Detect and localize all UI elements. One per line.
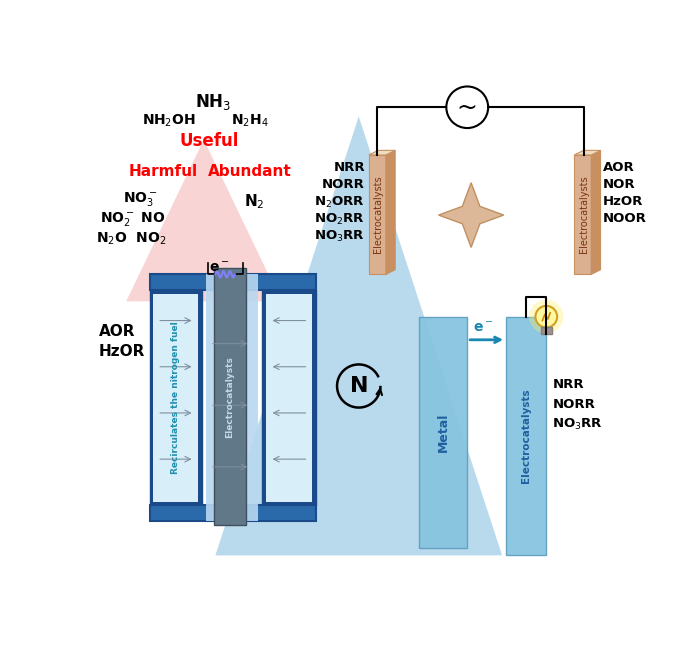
Text: NORR: NORR <box>552 398 596 411</box>
Circle shape <box>536 306 557 328</box>
Text: Harmful: Harmful <box>129 164 198 179</box>
Polygon shape <box>266 294 312 502</box>
Polygon shape <box>206 274 258 521</box>
Text: NO$_3$RR: NO$_3$RR <box>314 229 365 244</box>
Polygon shape <box>439 183 504 248</box>
Text: NOR: NOR <box>603 178 636 191</box>
Text: N$_2$ORR: N$_2$ORR <box>314 195 365 210</box>
Polygon shape <box>369 150 396 155</box>
Text: Abundant: Abundant <box>209 164 292 179</box>
Polygon shape <box>592 150 601 274</box>
Polygon shape <box>153 294 198 502</box>
Circle shape <box>529 300 564 333</box>
Text: NRR: NRR <box>333 161 365 174</box>
Polygon shape <box>541 328 552 333</box>
Text: N$_2$O  NO$_2$: N$_2$O NO$_2$ <box>97 231 167 247</box>
Text: Electrocatalysts: Electrocatalysts <box>522 389 531 484</box>
Text: Recirculates the nitrogen fuel: Recirculates the nitrogen fuel <box>172 321 181 474</box>
Polygon shape <box>150 274 316 290</box>
Polygon shape <box>216 116 502 555</box>
Polygon shape <box>574 150 601 155</box>
Text: HzOR: HzOR <box>603 195 643 208</box>
Text: N$_2$H$_4$: N$_2$H$_4$ <box>232 112 269 129</box>
Text: N$_2$: N$_2$ <box>244 192 265 211</box>
Text: Metal: Metal <box>437 413 449 452</box>
Text: NO$_3^-$: NO$_3^-$ <box>123 190 158 207</box>
Text: e$^-$: e$^-$ <box>473 320 494 334</box>
Polygon shape <box>369 155 386 274</box>
Polygon shape <box>506 317 546 555</box>
Text: N: N <box>349 376 368 396</box>
Text: NORR: NORR <box>322 178 365 191</box>
Polygon shape <box>150 290 202 505</box>
Text: NH$_2$OH: NH$_2$OH <box>142 112 196 129</box>
Text: Electrocatalysts: Electrocatalysts <box>578 176 589 253</box>
Text: Electrocatalysts: Electrocatalysts <box>225 357 234 439</box>
Polygon shape <box>262 290 316 505</box>
Text: NO$_3$RR: NO$_3$RR <box>552 417 603 432</box>
Text: NRR: NRR <box>552 378 584 391</box>
Text: Electrocatalysts: Electrocatalysts <box>373 176 383 253</box>
Polygon shape <box>214 268 246 525</box>
Text: ~: ~ <box>457 96 477 119</box>
Text: AOR: AOR <box>99 324 136 339</box>
Text: NO$_2$RR: NO$_2$RR <box>314 212 365 227</box>
Polygon shape <box>150 505 316 521</box>
Polygon shape <box>574 155 592 274</box>
Polygon shape <box>386 150 396 274</box>
Polygon shape <box>419 317 468 548</box>
Text: Useful: Useful <box>179 132 239 150</box>
Polygon shape <box>126 140 281 302</box>
Text: NO$_2^-$ NO: NO$_2^-$ NO <box>99 211 165 228</box>
Text: AOR: AOR <box>603 161 635 174</box>
Text: NH$_3$: NH$_3$ <box>195 92 231 112</box>
Text: NOOR: NOOR <box>603 212 647 225</box>
Text: e$^-$: e$^-$ <box>209 261 230 274</box>
Text: HzOR: HzOR <box>99 344 146 359</box>
